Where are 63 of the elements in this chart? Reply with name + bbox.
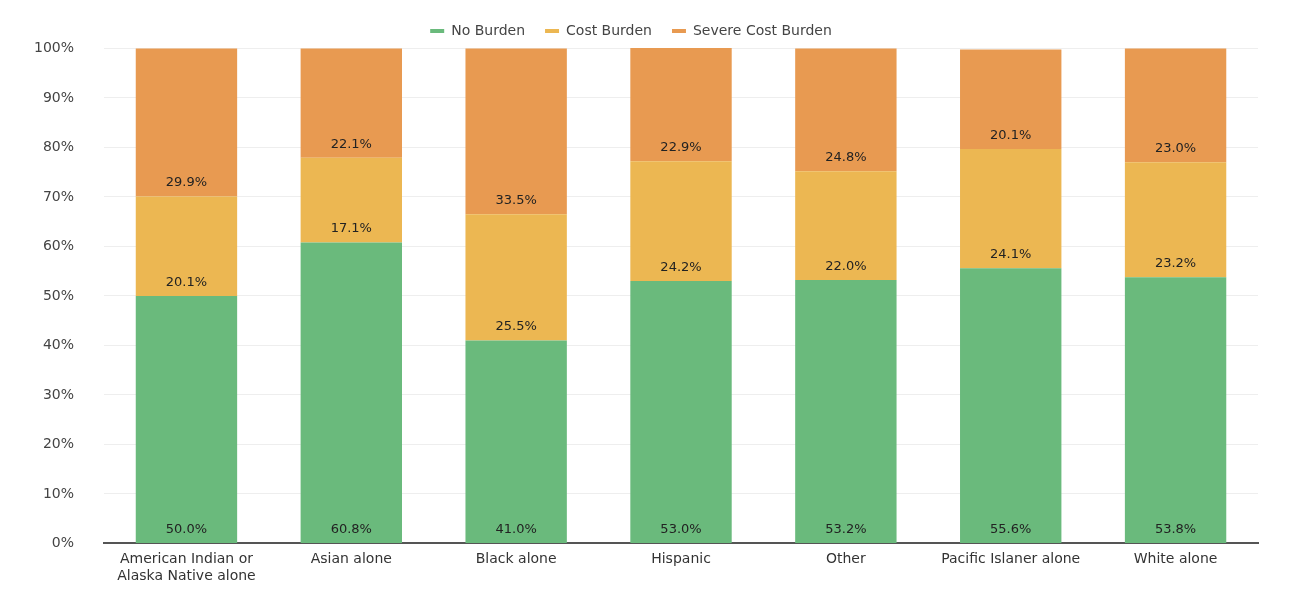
- x-tick-label: White alone: [1133, 550, 1218, 567]
- y-tick-label: 80%: [42, 138, 75, 155]
- bar: [300, 48, 402, 158]
- y-tick-label: 30%: [42, 385, 75, 402]
- legend-label: Severe Cost Burden: [692, 21, 832, 38]
- bar: [795, 48, 897, 172]
- bar: [300, 157, 402, 243]
- y-tick-label: 70%: [42, 187, 75, 204]
- y-tick-label: 40%: [42, 336, 75, 353]
- data-label: 53.8%: [1154, 520, 1197, 536]
- x-tick-label: Pacific Islaner alone: [941, 550, 1081, 567]
- y-tick-label: 90%: [42, 88, 75, 105]
- data-label: 20.1%: [990, 126, 1032, 142]
- y-tick-label: 0%: [51, 534, 75, 551]
- data-label: 33.5%: [495, 192, 537, 208]
- data-label: 22.9%: [660, 139, 702, 155]
- data-label: 55.6%: [990, 520, 1032, 536]
- bar: [135, 48, 238, 197]
- y-tick-label: 20%: [42, 435, 75, 452]
- legend-label: Cost Burden: [566, 21, 652, 38]
- bar: [465, 214, 567, 341]
- bar: [1124, 277, 1227, 543]
- data-label: 22.0%: [825, 257, 867, 273]
- data-label: 41.0%: [495, 520, 537, 536]
- bar: [795, 280, 897, 543]
- x-tick-label: Asian alone: [310, 550, 392, 567]
- data-label: 20.1%: [165, 273, 208, 289]
- y-tick-label: 10%: [42, 484, 75, 501]
- data-label: 25.5%: [495, 318, 537, 334]
- bar: [1124, 48, 1227, 163]
- data-label: 23.2%: [1154, 255, 1197, 271]
- bar: [465, 340, 567, 543]
- data-label: 29.9%: [165, 174, 208, 190]
- bar: [300, 242, 402, 543]
- bar: [630, 161, 732, 282]
- bar: [135, 295, 238, 543]
- data-label: 24.8%: [825, 149, 867, 165]
- data-label: 60.8%: [330, 520, 372, 536]
- bar: [960, 49, 1062, 149]
- bar: [960, 148, 1062, 269]
- bar: [630, 281, 732, 543]
- data-label: 24.1%: [990, 246, 1032, 262]
- y-tick-label: 50%: [42, 286, 75, 303]
- bar: [1124, 162, 1227, 278]
- x-tick-label: Black alone: [475, 550, 557, 567]
- bar: [630, 48, 732, 162]
- x-tick-label: Hispanic: [651, 550, 711, 567]
- bar: [960, 268, 1062, 543]
- data-label: 53.2%: [825, 520, 867, 536]
- data-label: 53.0%: [660, 520, 702, 536]
- bar: [135, 196, 238, 296]
- legend-label: No Burden: [451, 21, 526, 38]
- y-tick-label: 100%: [33, 39, 75, 56]
- data-label: 23.0%: [1154, 140, 1197, 156]
- data-label: 17.1%: [330, 220, 372, 236]
- bar: [465, 48, 567, 215]
- data-label: 22.1%: [330, 135, 372, 151]
- bar: [795, 171, 897, 281]
- x-tick-label: American Indian or Alaska Native alone: [117, 550, 256, 584]
- y-tick-label: 60%: [42, 237, 75, 254]
- data-label: 50.0%: [165, 520, 208, 536]
- data-label: 24.2%: [660, 258, 702, 274]
- x-tick-label: Other: [825, 550, 866, 567]
